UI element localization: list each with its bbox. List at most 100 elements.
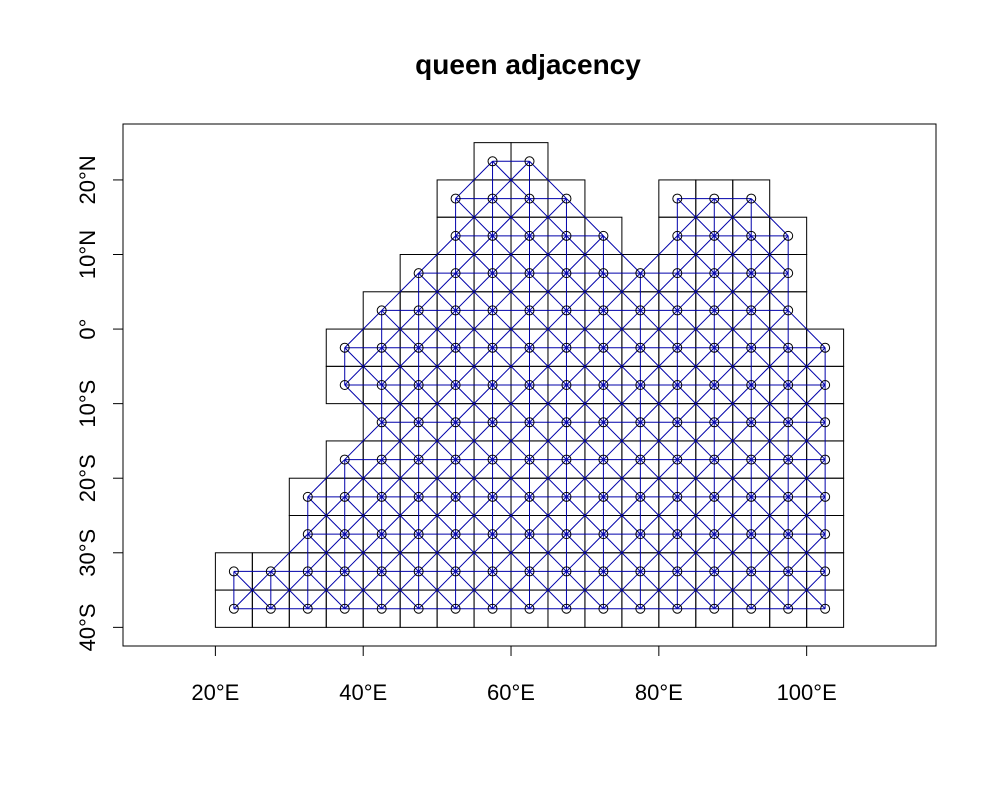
adjacency-edge bbox=[455, 272, 493, 311]
adjacency-edge bbox=[492, 198, 530, 237]
centroid-point bbox=[635, 529, 646, 540]
centroid-point bbox=[561, 566, 572, 577]
adjacency-edge bbox=[713, 459, 752, 498]
centroid-point bbox=[746, 417, 757, 428]
adjacency-edge bbox=[492, 160, 530, 199]
centroid-point bbox=[450, 603, 461, 614]
adjacency-edge bbox=[640, 384, 678, 423]
centroid-point bbox=[635, 305, 646, 316]
centroid-point bbox=[672, 566, 683, 577]
centroid-point bbox=[265, 603, 276, 614]
x-tick-label: 80°E bbox=[635, 680, 683, 705]
centroid-point bbox=[635, 380, 646, 390]
adjacency-edge bbox=[603, 310, 641, 349]
adjacency-edge bbox=[713, 384, 752, 423]
adjacency-edge bbox=[603, 347, 641, 386]
adjacency-edge bbox=[418, 235, 456, 274]
x-axis: 20°E 40°E 60°E 80°E 100°E bbox=[191, 645, 837, 705]
x-tick-label: 60°E bbox=[487, 680, 535, 705]
adjacency-edge bbox=[418, 459, 456, 498]
centroid-point bbox=[561, 305, 572, 316]
adjacency-edge bbox=[676, 198, 715, 237]
adjacency-edge bbox=[566, 496, 604, 535]
centroid-point bbox=[339, 566, 350, 577]
centroid-point bbox=[376, 491, 387, 502]
centroid-point bbox=[598, 305, 609, 316]
centroid-point bbox=[524, 156, 535, 167]
centroid-point bbox=[746, 230, 757, 241]
centroid-point bbox=[339, 603, 350, 614]
x-tick-label: 100°E bbox=[777, 680, 837, 705]
adjacency-edge bbox=[787, 347, 826, 386]
adjacency-edge bbox=[418, 496, 456, 535]
adjacency-edge bbox=[566, 533, 604, 572]
centroid-point bbox=[598, 566, 609, 577]
adjacency-edge bbox=[640, 421, 678, 460]
chart-title: queen adjacency bbox=[415, 49, 641, 80]
centroid-point bbox=[783, 454, 794, 465]
y-tick-label: 20°S bbox=[75, 454, 100, 502]
adjacency-edge bbox=[566, 235, 604, 274]
centroid-point bbox=[709, 417, 720, 428]
adjacency-edge bbox=[381, 496, 419, 535]
centroid-point bbox=[783, 380, 794, 390]
centroid-point bbox=[672, 380, 683, 390]
adjacency-edge bbox=[640, 272, 678, 311]
centroid-point bbox=[339, 342, 350, 353]
centroid-point bbox=[487, 454, 498, 465]
centroid-point bbox=[487, 268, 498, 279]
centroid-point bbox=[672, 268, 683, 279]
centroid-point bbox=[450, 305, 461, 316]
adjacency-edge bbox=[603, 235, 641, 274]
centroid-point bbox=[561, 193, 572, 204]
adjacency-edge bbox=[713, 533, 752, 572]
centroid-point bbox=[487, 566, 498, 577]
centroid-point bbox=[376, 603, 387, 614]
centroid-point bbox=[228, 603, 239, 614]
centroid-point bbox=[709, 193, 720, 204]
adjacency-edge bbox=[529, 459, 567, 498]
centroid-point bbox=[376, 380, 387, 390]
adjacency-edge bbox=[676, 347, 715, 386]
adjacency-edge bbox=[492, 496, 530, 535]
adjacency-edges bbox=[233, 160, 826, 610]
adjacency-edge bbox=[566, 571, 604, 610]
centroid-point bbox=[672, 193, 683, 204]
adjacency-edge bbox=[270, 533, 309, 572]
centroid-point bbox=[561, 529, 572, 540]
centroid-point bbox=[635, 454, 646, 465]
centroid-point bbox=[672, 491, 683, 502]
y-tick-label: 10°N bbox=[75, 230, 100, 279]
adjacency-edge bbox=[676, 272, 715, 311]
centroid-point bbox=[746, 268, 757, 279]
centroid-point bbox=[487, 230, 498, 241]
centroid-point bbox=[524, 417, 535, 428]
adjacency-edge bbox=[529, 571, 567, 610]
adjacency-edge bbox=[676, 459, 715, 498]
centroid-point bbox=[709, 230, 720, 241]
adjacency-edge bbox=[676, 235, 715, 274]
centroid-point bbox=[672, 342, 683, 353]
y-tick-label: 40°S bbox=[75, 603, 100, 651]
adjacency-edge bbox=[529, 496, 567, 535]
centroid-point bbox=[820, 342, 831, 353]
adjacency-edge bbox=[344, 533, 383, 572]
centroid-point bbox=[524, 603, 535, 614]
adjacency-edge bbox=[713, 421, 752, 460]
centroid-point bbox=[598, 603, 609, 614]
centroid-point bbox=[487, 417, 498, 428]
centroid-point bbox=[413, 566, 424, 577]
centroid-point bbox=[672, 529, 683, 540]
centroid-point bbox=[820, 454, 831, 465]
adjacency-edge bbox=[455, 235, 493, 274]
centroid-point bbox=[561, 454, 572, 465]
centroid-point bbox=[487, 529, 498, 540]
centroid-point bbox=[746, 305, 757, 316]
adjacency-edge bbox=[492, 235, 530, 274]
centroid-point bbox=[635, 417, 646, 428]
adjacency-edge bbox=[455, 571, 493, 610]
centroid-point bbox=[450, 529, 461, 540]
centroid-point bbox=[783, 529, 794, 540]
adjacency-edge bbox=[603, 384, 641, 423]
